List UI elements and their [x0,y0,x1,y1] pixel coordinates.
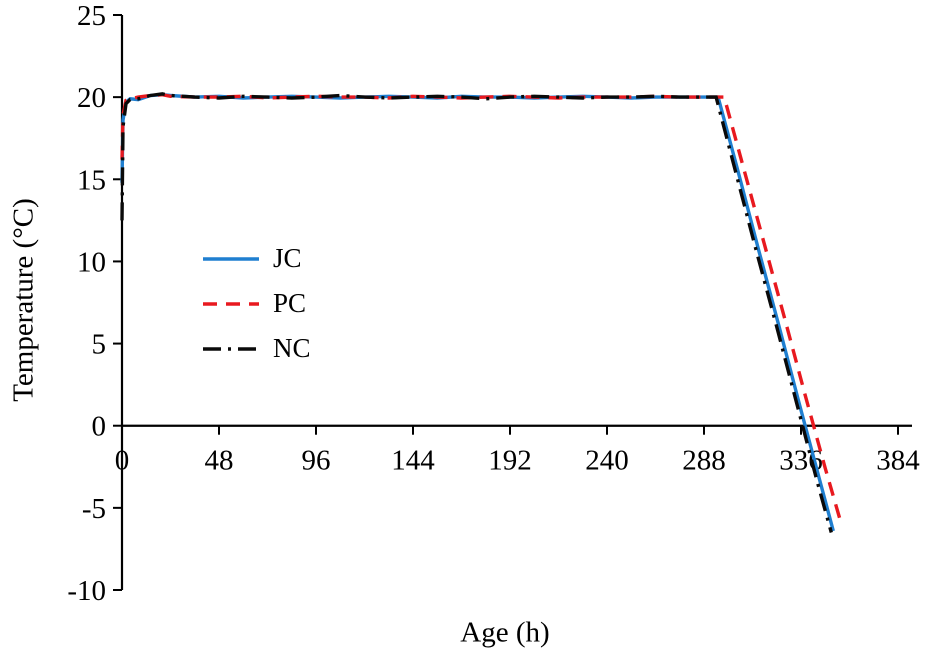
x-tick-label: 384 [876,445,920,477]
y-tick-label: 20 [77,82,106,114]
x-tick-label: 288 [682,445,726,477]
legend-label-nc: NC [273,333,311,363]
legend: JC PC NC [202,236,311,371]
y-tick-label: 5 [92,329,107,361]
legend-item-2: PC [202,281,311,326]
y-tick-label: 25 [77,0,106,32]
legend-line-sample-nc [203,346,259,351]
x-tick-label: 240 [585,445,629,477]
legend-label-jc: JC [273,243,302,273]
x-tick-label: 0 [115,445,130,477]
y-tick-label: 15 [77,164,106,196]
y-tick-label: -10 [67,575,106,607]
x-tick-label: 192 [488,445,532,477]
legend-line-sample-jc [203,256,259,261]
legend-line-sample-pc [203,301,259,306]
x-tick-label: 96 [302,445,331,477]
series-line-nc [120,92,833,533]
y-tick-label: 10 [77,246,106,278]
x-tick-label: 48 [205,445,234,477]
x-axis-title: Age (h) [460,616,550,649]
legend-item-3: NC [202,326,311,371]
x-tick-label: 144 [391,445,435,477]
y-tick-label: 0 [92,411,107,443]
y-axis-title: Temperature (°C) [7,198,40,402]
y-tick-label: -5 [82,493,106,525]
legend-item-1: JC [202,236,311,281]
legend-label-pc: PC [273,288,307,318]
